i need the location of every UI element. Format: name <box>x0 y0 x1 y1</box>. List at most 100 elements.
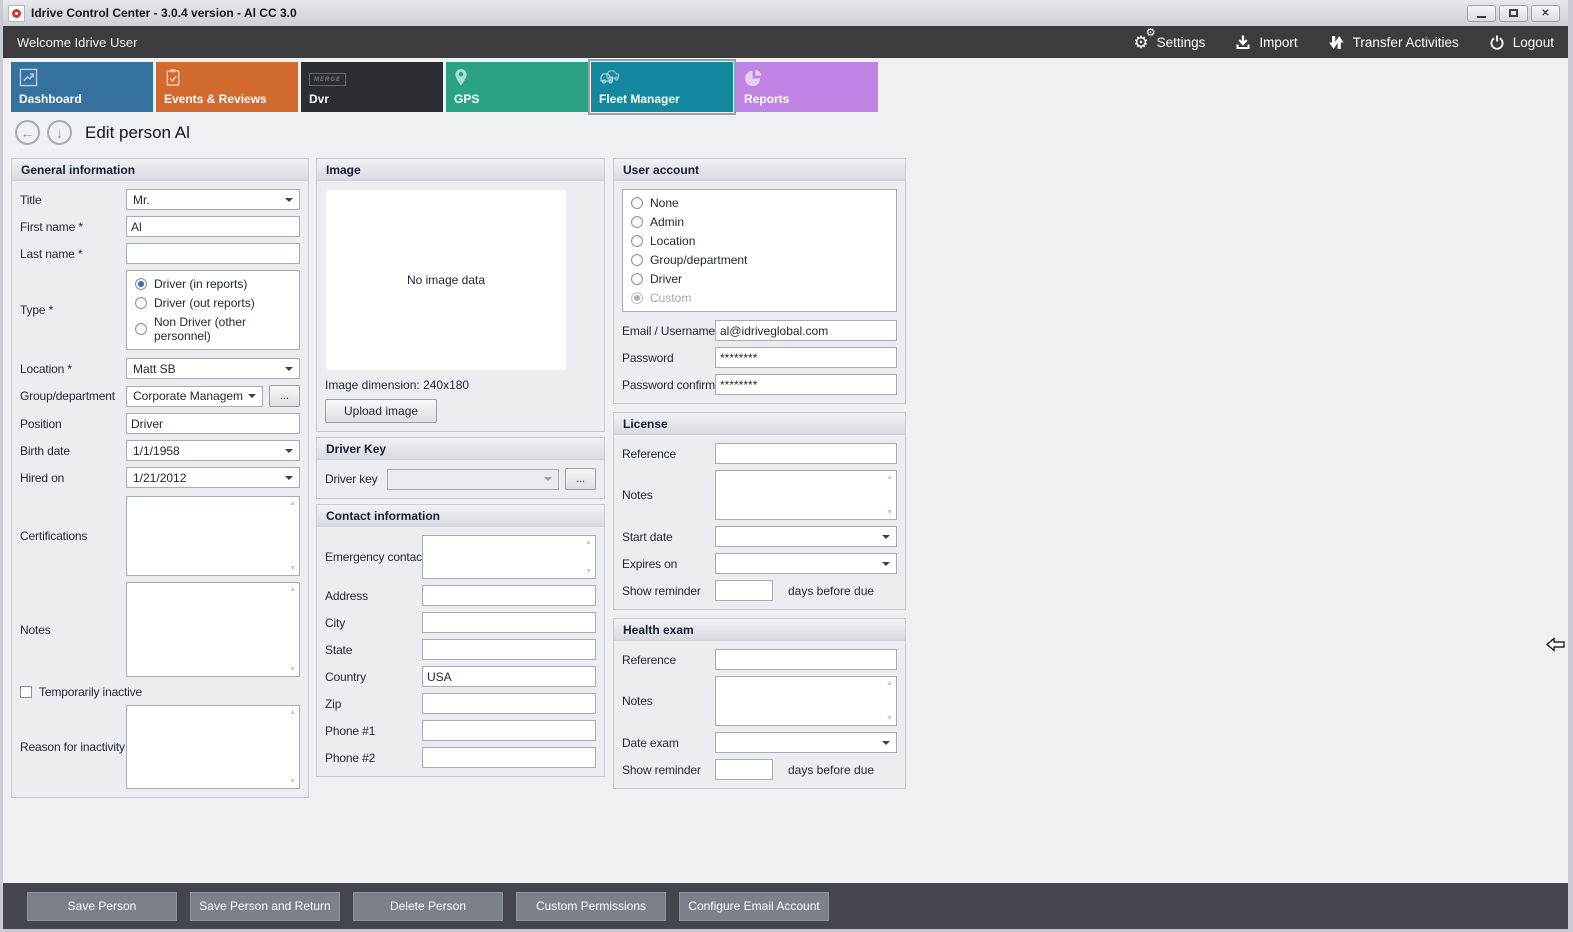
group-department-more-button[interactable]: ... <box>269 385 300 407</box>
settings-button[interactable]: ⚙ ⚙ Settings <box>1133 27 1206 51</box>
radio-none[interactable]: None <box>631 196 888 210</box>
last-name-input[interactable] <box>126 243 300 264</box>
radio-driver[interactable]: Driver <box>631 272 888 286</box>
date-exam-select[interactable] <box>715 732 897 753</box>
emergency-contact-input[interactable]: ▲ ▼ <box>422 535 596 579</box>
notes-input[interactable]: ▲ ▼ <box>126 582 300 677</box>
close-button[interactable]: ✕ <box>1531 4 1560 22</box>
password-confirm-input[interactable] <box>715 374 897 395</box>
scroll-up-icon: ▲ <box>585 539 592 546</box>
birth-date-select[interactable]: 1/1/1958 <box>126 440 300 461</box>
logout-label: Logout <box>1512 34 1554 50</box>
driver-key-label: Driver key <box>325 472 378 486</box>
title-select[interactable]: Mr. <box>126 189 300 210</box>
panel-title: Image <box>317 159 604 181</box>
group-department-label: Group/department <box>20 389 115 403</box>
reason-inactivity-input[interactable]: ▲ ▼ <box>126 705 300 789</box>
save-person-return-button[interactable]: Save Person and Return <box>190 891 340 921</box>
temporarily-inactive-row[interactable]: Temporarily inactive <box>20 685 300 699</box>
zip-label: Zip <box>325 696 342 711</box>
reason-inactivity-label: Reason for inactivity <box>20 740 125 754</box>
scroll-down-icon: ▼ <box>289 565 296 572</box>
maximize-button[interactable] <box>1499 4 1528 22</box>
location-select[interactable]: Matt SB <box>126 358 300 379</box>
collapse-button[interactable]: ↓ <box>47 120 72 145</box>
tab-dashboard[interactable]: Dashboard <box>11 62 153 112</box>
tab-label: Events & Reviews <box>164 92 267 106</box>
chevron-down-icon <box>544 477 552 481</box>
first-name-input[interactable] <box>126 216 300 237</box>
panel-driver-key: Driver Key Driver key ... <box>316 437 605 499</box>
license-reminder-input[interactable] <box>715 580 773 601</box>
delete-person-button[interactable]: Delete Person <box>353 891 503 921</box>
phone2-input[interactable] <box>422 747 596 768</box>
panel-user-account: User account None Admin Location Group/d… <box>613 158 906 404</box>
health-notes-input[interactable]: ▲ ▼ <box>715 676 897 726</box>
settings-label: Settings <box>1156 34 1206 50</box>
password-input[interactable] <box>715 347 897 368</box>
radio-driver-out-reports[interactable]: Driver (out reports) <box>135 296 291 310</box>
driver-key-more-button[interactable]: ... <box>565 468 596 490</box>
expires-on-label: Expires on <box>622 556 678 571</box>
license-reference-input[interactable] <box>715 443 897 464</box>
expires-on-select[interactable] <box>715 553 897 574</box>
import-button[interactable]: Import <box>1235 34 1298 50</box>
radio-non-driver[interactable]: Non Driver (other personnel) <box>135 315 291 343</box>
scroll-up-icon: ▲ <box>289 500 296 507</box>
back-button[interactable]: ← <box>15 120 40 145</box>
radio-driver-in-reports[interactable]: Driver (in reports) <box>135 277 291 291</box>
health-reference-input[interactable] <box>715 649 897 670</box>
panel-title: Contact information <box>317 505 604 527</box>
scroll-up-icon: ▲ <box>289 709 296 716</box>
radio-group-department[interactable]: Group/department <box>631 253 888 267</box>
radio-icon <box>135 278 147 290</box>
tab-label: Dvr <box>309 92 330 106</box>
driver-key-select[interactable] <box>387 468 559 490</box>
minimize-icon <box>1477 15 1486 18</box>
license-reference-label: Reference <box>622 446 677 461</box>
configure-email-account-button[interactable]: Configure Email Account <box>679 891 829 921</box>
license-notes-input[interactable]: ▲ ▼ <box>715 470 897 520</box>
temporarily-inactive-checkbox[interactable] <box>20 686 32 698</box>
tab-events-reviews[interactable]: Events & Reviews <box>156 62 298 112</box>
logout-button[interactable]: Logout <box>1489 34 1554 50</box>
radio-icon <box>135 297 147 309</box>
radio-location[interactable]: Location <box>631 234 888 248</box>
email-username-input[interactable] <box>715 320 897 341</box>
upload-image-button[interactable]: Upload image <box>325 399 438 423</box>
scroll-down-icon: ▼ <box>289 666 296 673</box>
transfer-arrows-icon <box>1328 34 1345 51</box>
certifications-input[interactable]: ▲ ▼ <box>126 496 300 576</box>
start-date-select[interactable] <box>715 526 897 547</box>
address-input[interactable] <box>422 585 596 606</box>
radio-icon <box>631 235 643 247</box>
health-reminder-input[interactable] <box>715 759 773 780</box>
custom-permissions-button[interactable]: Custom Permissions <box>516 891 666 921</box>
transfer-activities-button[interactable]: Transfer Activities <box>1328 34 1459 51</box>
import-label: Import <box>1259 34 1298 50</box>
position-input[interactable] <box>126 413 300 434</box>
download-icon <box>1235 34 1251 50</box>
state-input[interactable] <box>422 639 596 660</box>
scroll-down-icon: ▼ <box>886 715 893 722</box>
birth-date-label: Birth date <box>20 443 70 458</box>
password-label: Password <box>622 350 674 365</box>
group-department-select[interactable]: Corporate Managem... <box>126 385 263 407</box>
tab-fleet-manager[interactable]: Fleet Manager <box>588 59 736 115</box>
country-input[interactable] <box>422 666 596 687</box>
phone1-input[interactable] <box>422 720 596 741</box>
minimize-button[interactable] <box>1467 4 1496 22</box>
tab-dvr[interactable]: MERGE Dvr <box>301 62 443 112</box>
scroll-down-icon: ▼ <box>289 778 296 785</box>
panel-general-information: General information Title Mr. First name… <box>11 158 309 798</box>
zip-input[interactable] <box>422 693 596 714</box>
tab-gps[interactable]: GPS <box>446 62 588 112</box>
panel-license: License Reference Notes ▲ ▼ Start date Ex… <box>613 412 906 610</box>
tab-reports[interactable]: Reports <box>736 62 878 112</box>
transfer-label: Transfer Activities <box>1352 34 1459 50</box>
hired-on-select[interactable]: 1/21/2012 <box>126 467 300 488</box>
city-input[interactable] <box>422 612 596 633</box>
save-person-button[interactable]: Save Person <box>27 891 177 921</box>
radio-admin[interactable]: Admin <box>631 215 888 229</box>
tab-label: GPS <box>454 92 480 106</box>
